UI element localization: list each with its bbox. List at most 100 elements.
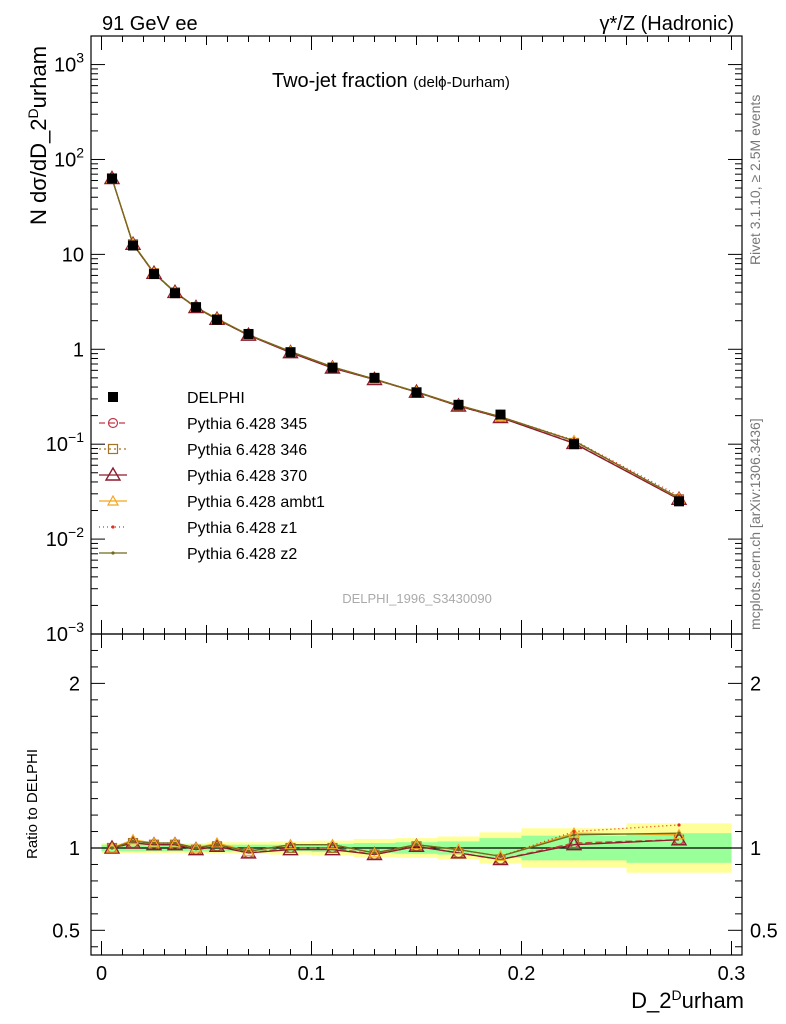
y-tick-exp: −1 (68, 429, 84, 445)
legend-entry-label: Pythia 6.428 346 (187, 442, 307, 459)
watermark: DELPHI_1996_S3430090 (342, 591, 492, 606)
ratio-point-z2 (456, 848, 461, 852)
ratio-point-z2 (131, 839, 135, 844)
legend-marker (106, 494, 120, 506)
y-axis-label: N dσ/dD_2Durham (25, 46, 51, 225)
rivet-label: Rivet 3.1.10, ≥ 2.5M events (747, 95, 763, 265)
ratio-point-z2 (215, 843, 219, 847)
y-tick-exp: 3 (76, 50, 84, 66)
ratio-point-ambt1 (126, 833, 140, 845)
legend: DELPHI Pythia 6.428 345 Pythia 6.428 346 Py… (99, 390, 325, 563)
data-point (170, 288, 180, 299)
y-tick-label: 1 (73, 339, 84, 361)
ratio-point-z2 (152, 841, 156, 845)
legend-marker (111, 551, 115, 555)
ratio-point-z2 (194, 846, 198, 850)
ratio-point-ambt1 (284, 838, 297, 850)
ratio-point-ambt1 (242, 845, 255, 856)
data-point (243, 328, 254, 339)
ratio-point-370 (103, 839, 121, 854)
y-tick-base: 10 (46, 434, 68, 456)
ratio-point-z2 (372, 851, 377, 855)
data-point (212, 314, 222, 325)
ratio-point-ambt1 (567, 826, 581, 838)
y-tick-base: 10 (54, 149, 76, 171)
ratio-point-z2 (572, 833, 576, 837)
legend-marker (111, 525, 115, 529)
mcplots-label: mcplots.cern.ch [arXiv:1306.3436] (747, 418, 763, 630)
data-point (569, 439, 579, 450)
ratio-point-ambt1 (410, 838, 423, 850)
legend-entry-label: Pythia 6.428 345 (187, 416, 307, 433)
legend-marker (108, 392, 118, 402)
data-point (674, 496, 684, 507)
y-axis-label-sup: D (25, 108, 41, 118)
x-axis-label-sup: D (672, 987, 682, 1003)
ratio-point-ambt1 (368, 846, 381, 858)
y-axis-label-tail: urham (26, 46, 51, 108)
ratio-point-ambt1 (452, 843, 465, 855)
x-tick-label: 0.2 (508, 963, 536, 985)
ratio-point-z2 (414, 843, 419, 847)
y-tick-label: 102 (54, 144, 84, 171)
legend-marker (107, 417, 119, 429)
legend-entry-label: Pythia 6.428 z1 (187, 520, 297, 537)
y-tick-base: 10 (46, 624, 68, 646)
y-tick-label: 10−1 (46, 429, 84, 456)
legend-entry-label: Pythia 6.428 370 (187, 468, 307, 485)
ratio-point-z1 (677, 823, 681, 827)
ratio-point-z2 (173, 841, 177, 845)
ratio-line-370 (111, 839, 680, 861)
data-point (285, 347, 296, 358)
ratio-line-346 (111, 839, 680, 861)
data-point (149, 269, 159, 280)
y-tick-label: 103 (54, 50, 84, 77)
data-point (107, 173, 117, 184)
data-point (327, 362, 338, 373)
ratio-panel: 0 0.1 0.2 0.3 2 2 1 1 0.5 0.5 (52, 620, 778, 985)
ratio-point-370 (565, 836, 583, 851)
ratio-y-tick-label-right: 2 (750, 673, 761, 695)
x-axis-label-tail: urham (682, 988, 744, 1013)
main-frame (90, 35, 743, 635)
ratio-y-tick-label: 2 (69, 673, 80, 695)
chart-title-suffix: (delϕ-Durham) (413, 74, 510, 91)
data-point (191, 302, 201, 313)
ratio-point-ambt1 (326, 838, 339, 850)
ratio-point-ambt1 (672, 828, 686, 840)
ratio-point-ambt1 (147, 836, 161, 848)
x-tick-label: 0 (96, 963, 107, 985)
y-tick-label: 10 (62, 244, 84, 266)
chart-title-main: Two-jet fraction (272, 70, 408, 92)
ratio-point-z2 (330, 843, 335, 847)
ratio-point-ambt1 (189, 841, 203, 853)
data-point (128, 240, 138, 251)
ratio-y-tick-label-right: 1 (750, 838, 761, 860)
chart-title: Two-jet fraction (delϕ-Durham) (272, 70, 510, 92)
ratio-frame (90, 633, 743, 956)
ratio-y-axis-label: Ratio to DELPHI (24, 749, 41, 859)
y-tick-base: 10 (54, 55, 76, 77)
ratio-point-z2 (677, 831, 681, 835)
legend-marker (104, 466, 122, 481)
ratio-point-z2 (498, 854, 503, 858)
data-point (495, 409, 506, 420)
x-tick-label: 0.3 (718, 963, 746, 985)
header-right: γ*/Z (Hadronic) (600, 13, 734, 35)
ratio-point-z2 (288, 843, 293, 847)
y-tick-base: 10 (46, 529, 68, 551)
data-point (411, 387, 422, 398)
x-tick-label: 0.1 (298, 963, 326, 985)
legend-entry-label: DELPHI (187, 390, 245, 407)
header-left: 91 GeV ee (102, 13, 198, 35)
legend-entry-label: Pythia 6.428 ambt1 (187, 494, 325, 511)
x-axis-label: D_2Durham (631, 987, 744, 1013)
ratio-y-tick-label: 1 (69, 838, 80, 860)
ratio-point-ambt1 (168, 836, 182, 848)
legend-entry-label: Pythia 6.428 z2 (187, 546, 297, 563)
ratio-point-ambt1 (494, 849, 507, 861)
data-point (369, 372, 380, 383)
ratio-y-tick-label: 0.5 (52, 920, 80, 942)
